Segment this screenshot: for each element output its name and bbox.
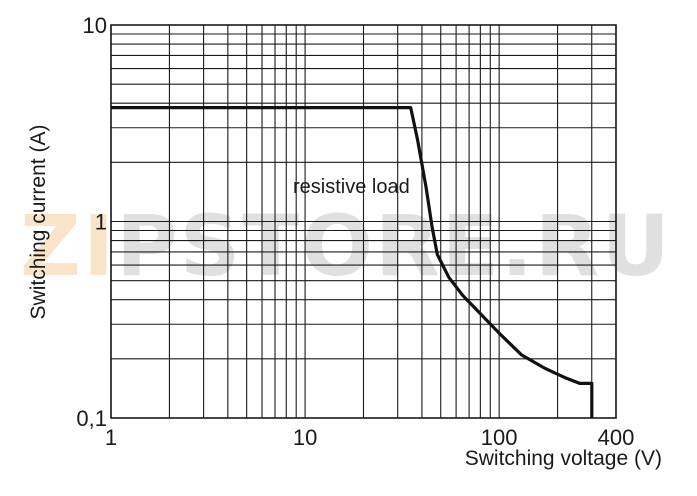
x-tick-label: 400 (598, 425, 635, 450)
watermark-part-gray: PSTORE.RU (116, 197, 672, 295)
watermark: ZIPSTORE.RU (20, 197, 672, 295)
x-tick-label: 1 (105, 425, 117, 450)
y-tick-label: 10 (83, 13, 107, 38)
watermark-part-orange: ZI (20, 197, 116, 295)
x-tick-label: 10 (293, 425, 317, 450)
plot-border (110, 24, 617, 419)
y-tick-label: 1 (95, 210, 107, 235)
y-axis-title: Switching current (A) (27, 125, 50, 320)
watermark-text: ZIPSTORE.RU (20, 197, 672, 295)
x-axis-title: Switching voltage (V) (465, 447, 662, 470)
annotation-label: resistive load (293, 176, 410, 198)
y-tick-label: 0,1 (76, 406, 107, 431)
grid (110, 25, 617, 419)
series-layer (111, 105, 594, 418)
plot-frame (110, 24, 617, 419)
x-tick-label: 100 (481, 425, 518, 450)
series-line-0 (111, 105, 594, 418)
